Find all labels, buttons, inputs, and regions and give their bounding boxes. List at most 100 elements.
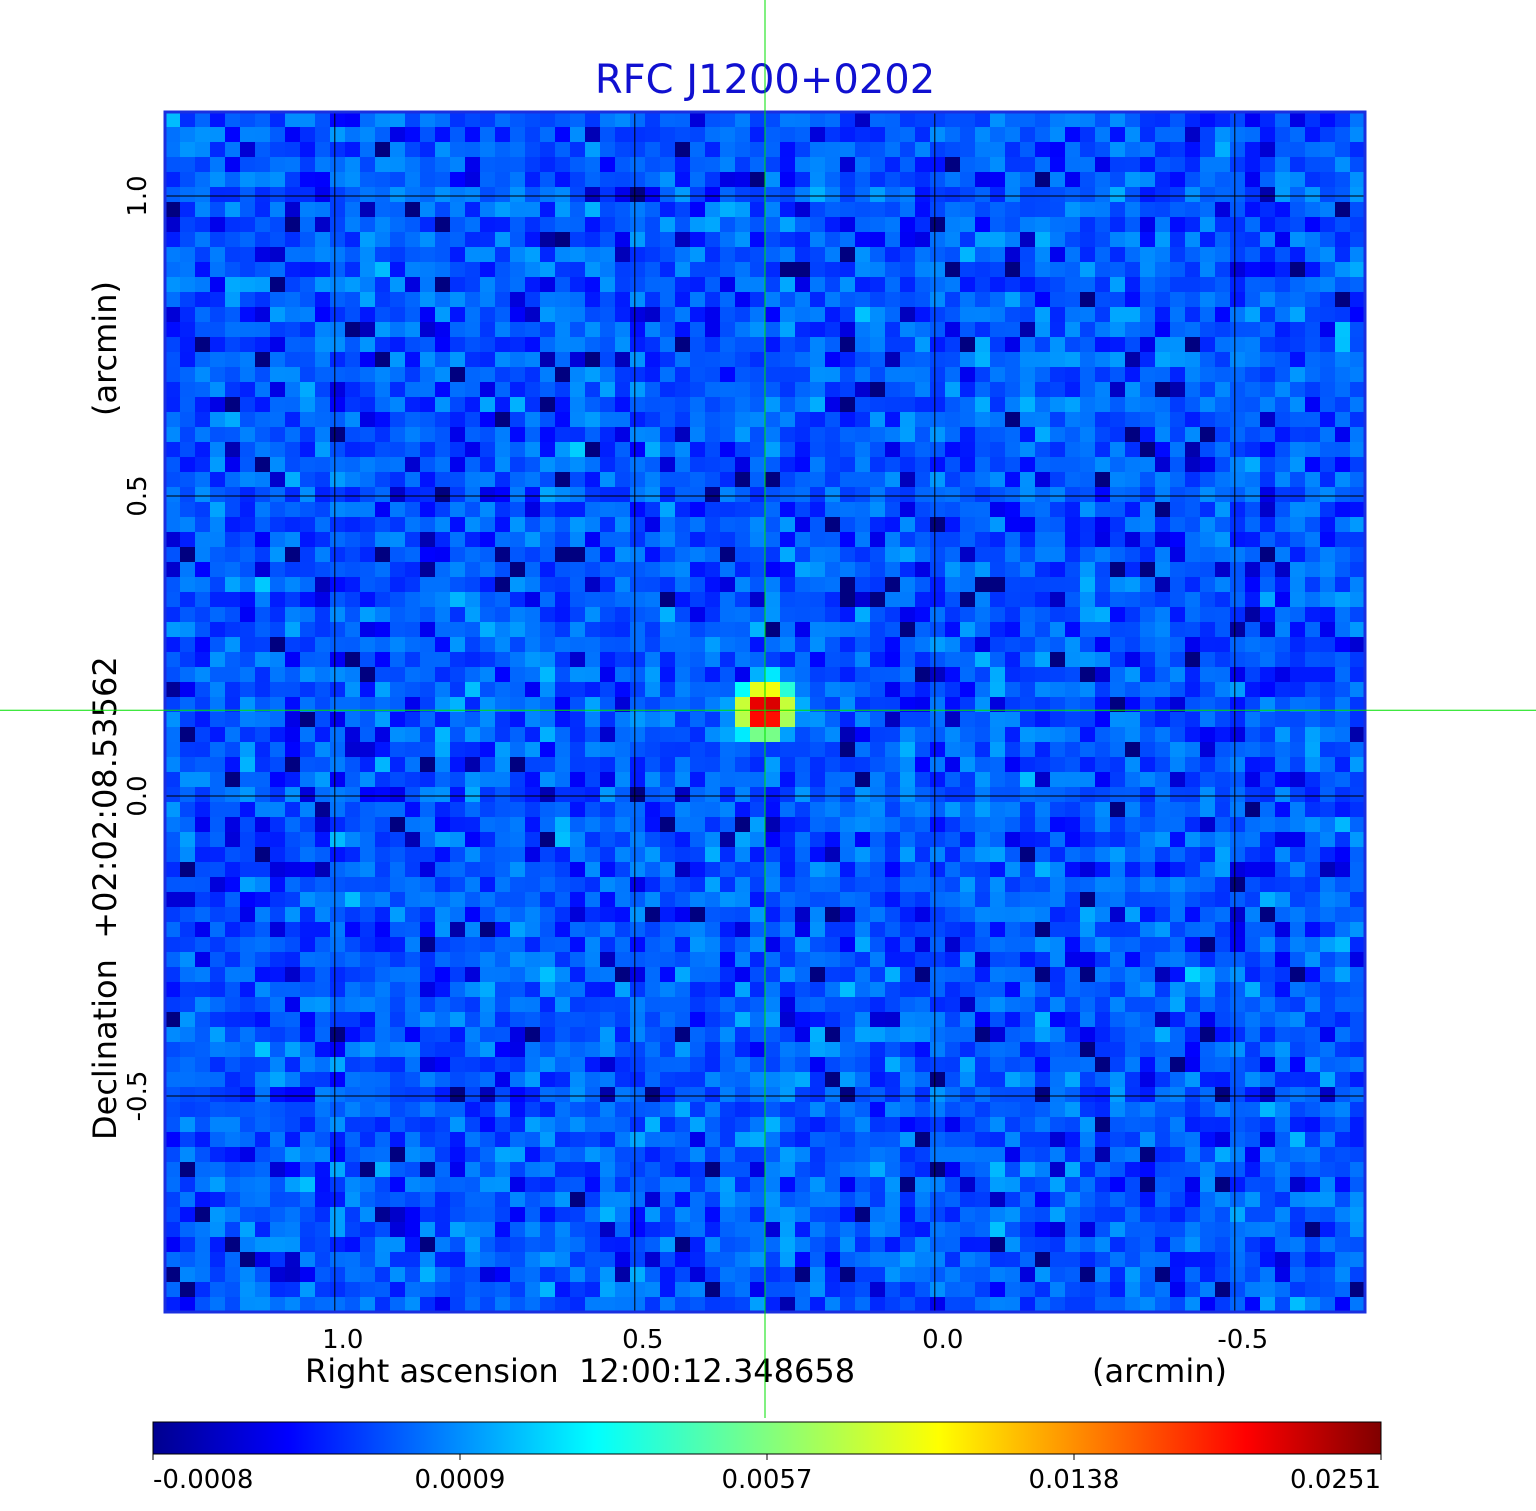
heatmap-cell bbox=[750, 697, 766, 713]
heatmap-cell bbox=[855, 562, 871, 578]
heatmap-cell bbox=[495, 1012, 511, 1028]
heatmap-cell bbox=[570, 772, 586, 788]
heatmap-cell bbox=[930, 727, 946, 743]
heatmap-cell bbox=[555, 637, 571, 653]
heatmap-cell bbox=[570, 907, 586, 923]
heatmap-cell bbox=[300, 892, 316, 908]
heatmap-cell bbox=[990, 727, 1006, 743]
heatmap-cell bbox=[1275, 562, 1291, 578]
heatmap-cell bbox=[1320, 1027, 1336, 1043]
heatmap-cell bbox=[900, 952, 916, 968]
heatmap-cell bbox=[1290, 187, 1306, 203]
heatmap-cell bbox=[345, 247, 361, 263]
heatmap-cell bbox=[720, 472, 736, 488]
heatmap-cell bbox=[825, 682, 841, 698]
heatmap-cell bbox=[765, 517, 781, 533]
heatmap-cell bbox=[165, 532, 181, 548]
heatmap-cell bbox=[930, 367, 946, 383]
heatmap-cell bbox=[840, 472, 856, 488]
heatmap-cell bbox=[990, 832, 1006, 848]
heatmap-cell bbox=[585, 442, 601, 458]
heatmap-cell bbox=[1155, 367, 1171, 383]
heatmap-cell bbox=[285, 727, 301, 743]
heatmap-cell bbox=[825, 862, 841, 878]
heatmap-cell bbox=[660, 937, 676, 953]
heatmap-cell bbox=[1050, 382, 1066, 398]
heatmap-cell bbox=[705, 727, 721, 743]
heatmap-cell bbox=[705, 922, 721, 938]
heatmap-cell bbox=[1200, 427, 1216, 443]
heatmap-cell bbox=[180, 217, 196, 233]
heatmap-cell bbox=[720, 682, 736, 698]
heatmap-cell bbox=[1095, 172, 1111, 188]
heatmap-cell bbox=[1185, 622, 1201, 638]
heatmap-cell bbox=[840, 127, 856, 143]
heatmap-cell bbox=[900, 922, 916, 938]
heatmap-cell bbox=[570, 832, 586, 848]
heatmap-cell bbox=[675, 682, 691, 698]
heatmap-cell bbox=[1140, 877, 1156, 893]
heatmap-cell bbox=[840, 637, 856, 653]
heatmap-cell bbox=[1125, 472, 1141, 488]
heatmap-cell bbox=[1185, 367, 1201, 383]
heatmap-cell bbox=[1080, 697, 1096, 713]
heatmap-cell bbox=[435, 487, 451, 503]
heatmap-cell bbox=[1320, 247, 1336, 263]
heatmap-cell bbox=[1350, 337, 1366, 353]
heatmap-cell bbox=[1350, 922, 1366, 938]
heatmap-cell bbox=[600, 517, 616, 533]
heatmap-cell bbox=[270, 322, 286, 338]
heatmap-cell bbox=[810, 142, 826, 158]
heatmap-cell bbox=[420, 832, 436, 848]
heatmap-cell bbox=[1230, 322, 1246, 338]
heatmap-cell bbox=[735, 667, 751, 683]
heatmap-cell bbox=[735, 502, 751, 518]
heatmap-cell bbox=[750, 562, 766, 578]
heatmap-cell bbox=[645, 847, 661, 863]
heatmap-cell bbox=[1335, 787, 1351, 803]
heatmap-cell bbox=[1005, 142, 1021, 158]
heatmap-cell bbox=[345, 667, 361, 683]
heatmap-cell bbox=[1080, 1027, 1096, 1043]
heatmap-cell bbox=[1080, 1012, 1096, 1028]
heatmap-cell bbox=[315, 232, 331, 248]
heatmap-cell bbox=[1230, 127, 1246, 143]
heatmap-cell bbox=[1245, 712, 1261, 728]
heatmap-cell bbox=[750, 652, 766, 668]
heatmap-cell bbox=[210, 262, 226, 278]
heatmap-cell bbox=[1335, 457, 1351, 473]
heatmap-cell bbox=[885, 562, 901, 578]
heatmap-cell bbox=[525, 217, 541, 233]
heatmap-cell bbox=[615, 277, 631, 293]
heatmap-cell bbox=[1065, 322, 1081, 338]
heatmap-cell bbox=[735, 262, 751, 278]
heatmap-cell bbox=[555, 982, 571, 998]
heatmap-cell bbox=[270, 772, 286, 788]
heatmap-cell bbox=[1125, 802, 1141, 818]
heatmap-cell bbox=[1290, 802, 1306, 818]
heatmap-cell bbox=[1350, 577, 1366, 593]
heatmap-cell bbox=[765, 877, 781, 893]
heatmap-cell bbox=[945, 682, 961, 698]
heatmap-cell bbox=[990, 1027, 1006, 1043]
heatmap-cell bbox=[540, 472, 556, 488]
heatmap-cell bbox=[1320, 892, 1336, 908]
heatmap-cell bbox=[300, 247, 316, 263]
heatmap-cell bbox=[945, 787, 961, 803]
heatmap-cell bbox=[225, 787, 241, 803]
heatmap-cell bbox=[240, 802, 256, 818]
heatmap-cell bbox=[165, 232, 181, 248]
heatmap-cell bbox=[645, 862, 661, 878]
heatmap-cell bbox=[270, 472, 286, 488]
heatmap-cell bbox=[1065, 547, 1081, 563]
heatmap-cell bbox=[840, 922, 856, 938]
heatmap-cell bbox=[180, 952, 196, 968]
heatmap-cell bbox=[1050, 682, 1066, 698]
heatmap-cell bbox=[255, 502, 271, 518]
heatmap-cell bbox=[375, 532, 391, 548]
heatmap-cell bbox=[735, 142, 751, 158]
heatmap-cell bbox=[330, 427, 346, 443]
heatmap-cell bbox=[465, 727, 481, 743]
heatmap-cell bbox=[615, 397, 631, 413]
heatmap-cell bbox=[210, 547, 226, 563]
